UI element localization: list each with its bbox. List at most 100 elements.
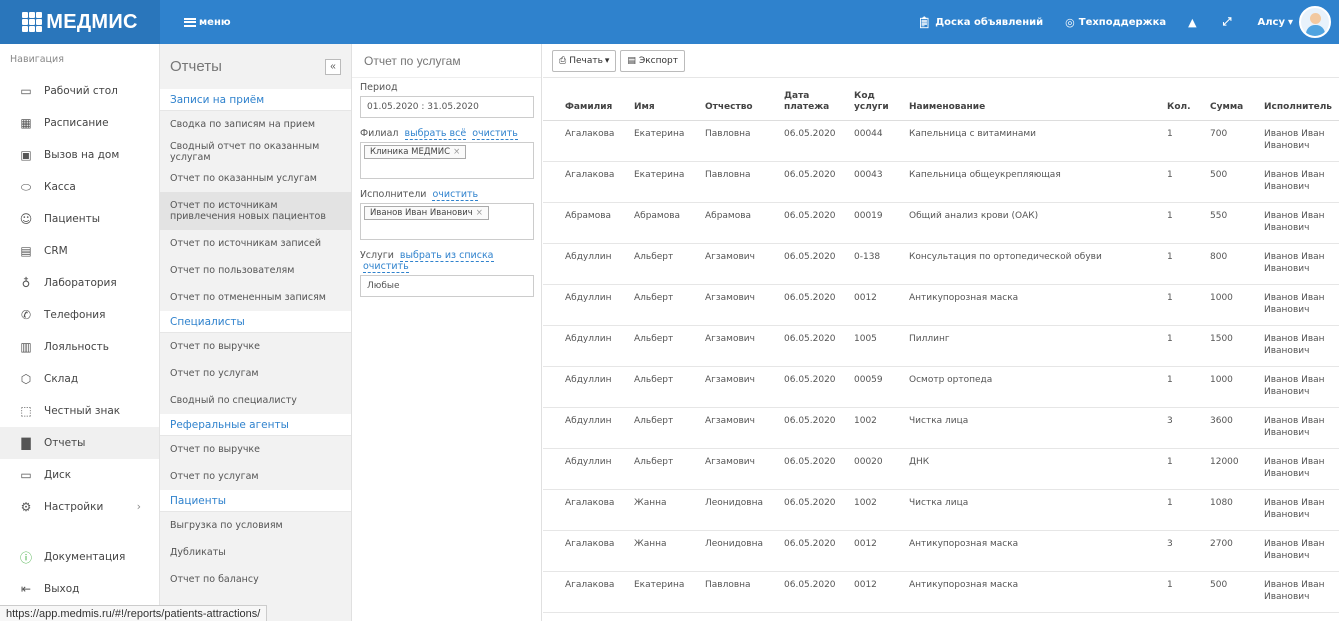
table-row[interactable]: Абдуллин Альберт Агзамович 06.05.2020 00059 О… — [543, 366, 1339, 408]
report-link[interactable]: Сводка по записям на прием — [170, 119, 316, 130]
clear-performers-link[interactable]: очистить — [432, 189, 479, 201]
support-label: Техподдержка — [1078, 16, 1167, 28]
table-row[interactable]: Агалакова Екатерина Павловна 06.05.2020 0004… — [543, 120, 1339, 162]
report-link[interactable]: Отчет по оказанным услугам — [170, 173, 317, 184]
report-link[interactable]: Сводный отчет по оказанным услугам — [170, 140, 320, 163]
column-header[interactable]: Код услуги — [846, 78, 901, 121]
nav-item-lab[interactable]: ♁ Лаборатория — [0, 267, 159, 299]
nav-item-desktop[interactable]: ▭ Рабочий стол — [0, 75, 159, 107]
fullscreen-button[interactable]: ⤢ — [1223, 15, 1236, 29]
table-row[interactable]: Абдуллин Альберт Агзамович 06.05.2020 00020 Д… — [543, 448, 1339, 490]
user-menu[interactable]: Алсу ▾ — [1257, 17, 1293, 28]
branch-label-row: Филиал выбрать всё очистить — [360, 128, 534, 140]
column-header[interactable]: Фамилия — [543, 78, 626, 121]
table-cell: 500 — [1202, 161, 1256, 203]
table-cell: 1005 — [846, 325, 901, 367]
nav-item-logout[interactable]: ⇤ Выход — [0, 573, 159, 605]
report-link[interactable]: Отчет по услугам — [170, 471, 259, 482]
table-row[interactable]: Агалакова Жанна Леонидовна 06.05.2020 0012 Ан… — [543, 530, 1339, 572]
report-link[interactable]: Отчет по балансу — [170, 574, 259, 585]
table-cell: 500 — [1202, 571, 1256, 613]
board-link[interactable]: 📋︎ Доска объявлений — [917, 16, 1043, 29]
table-cell: Абдуллин — [543, 407, 626, 449]
nav-item-honest-mark[interactable]: ⬚ Честный знак — [0, 395, 159, 427]
branch-tag: Клиника МЕДМИС × — [364, 145, 467, 159]
table-cell: 06.05.2020 — [776, 530, 846, 572]
nav-item-crm[interactable]: ▤ CRM — [0, 235, 159, 267]
collapse-button[interactable]: « — [325, 58, 341, 75]
help-icon: ⓘ — [19, 550, 32, 565]
table-row[interactable]: Абдуллин Альберт Агзамович 06.05.2020 0-138 К… — [543, 243, 1339, 285]
clear-branch-link[interactable]: очистить — [472, 128, 518, 140]
column-header[interactable]: Отчество — [697, 78, 776, 121]
column-header[interactable]: Дата платежа — [776, 78, 846, 121]
report-link[interactable]: Отчет по отмененным записям — [170, 292, 326, 303]
report-link[interactable]: Сводный по специалисту — [170, 395, 297, 406]
performers-select[interactable]: Иванов Иван Иванович × — [360, 203, 534, 240]
nav-item-patients[interactable]: ☺ Пациенты — [0, 203, 159, 235]
menu-button[interactable]: меню — [184, 17, 231, 28]
nav-item-cashbox[interactable]: ⬭ Касса — [0, 171, 159, 203]
services-table: Фамилия Имя Отчество Дата платежа Код услуги… — [543, 78, 1339, 613]
avatar[interactable] — [1299, 6, 1331, 38]
nav-item-docs[interactable]: ⓘ Документация — [0, 541, 159, 573]
notifications-button[interactable]: ▲ — [1188, 16, 1200, 29]
table-row[interactable]: Абрамова Абрамова Абрамова 06.05.2020 00019 О… — [543, 202, 1339, 244]
branch-label: Филиал — [360, 128, 399, 139]
period-input[interactable]: 01.05.2020 : 31.05.2020 — [360, 96, 534, 118]
report-link[interactable]: Отчет по источникам записей — [170, 238, 322, 249]
nav-item-loyalty[interactable]: ▥ Лояльность — [0, 331, 159, 363]
column-header[interactable]: Кол. — [1159, 78, 1202, 121]
report-link[interactable]: Выгрузка по условиям — [170, 520, 283, 531]
scan-icon: ⬚ — [20, 404, 32, 418]
column-header[interactable]: Имя — [626, 78, 697, 121]
select-from-list-link[interactable]: выбрать из списка — [399, 250, 494, 262]
export-button[interactable]: ▤ Экспорт — [620, 49, 685, 72]
expand-icon: ⤢ — [1222, 15, 1232, 28]
print-button[interactable]: ⎙ Печать ▾ — [552, 49, 617, 72]
nav-item-disk[interactable]: ▭ Диск — [0, 459, 159, 491]
table-cell: Жанна — [626, 530, 697, 572]
nav-item-schedule[interactable]: ▦ Расписание — [0, 107, 159, 139]
table-cell: Альберт — [626, 284, 697, 326]
brand-logo[interactable]: МЕДМИС — [0, 0, 160, 44]
table-cell: Антикупорозная маска — [901, 571, 1159, 613]
column-header[interactable]: Наименование — [901, 78, 1159, 121]
report-link[interactable]: Отчет по пользователям — [170, 265, 295, 276]
services-input[interactable]: Любые — [360, 275, 534, 297]
table-cell: 00044 — [846, 120, 901, 162]
nav-item-settings[interactable]: ⚙ Настройки › — [0, 491, 159, 523]
select-all-link[interactable]: выбрать всё — [404, 128, 467, 140]
nav-label: Настройки — [44, 501, 104, 513]
table-row[interactable]: Агалакова Екатерина Павловна 06.05.2020 0004… — [543, 161, 1339, 203]
table-cell: Пиллинг — [901, 325, 1159, 367]
table-row[interactable]: Абдуллин Альберт Агзамович 06.05.2020 1005 Пи… — [543, 325, 1339, 367]
branch-select[interactable]: Клиника МЕДМИС × — [360, 142, 534, 179]
column-header[interactable]: Сумма — [1202, 78, 1256, 121]
nav-item-warehouse[interactable]: ⬡ Склад — [0, 363, 159, 395]
printer-icon: ⎙ — [559, 55, 567, 66]
table-row[interactable]: Абдуллин Альберт Агзамович 06.05.2020 0012 Ан… — [543, 284, 1339, 326]
report-link[interactable]: Дубликаты — [170, 547, 226, 558]
column-header[interactable]: Исполнитель — [1256, 78, 1339, 121]
table-row[interactable]: Абдуллин Альберт Агзамович 06.05.2020 1002 Чи… — [543, 407, 1339, 449]
remove-tag-icon[interactable]: × — [453, 147, 461, 157]
report-link[interactable]: Отчет по выручке — [170, 444, 261, 455]
support-link[interactable]: ◎ Техподдержка — [1065, 16, 1166, 29]
report-link-active[interactable]: Отчет по источникам привлечения новых па… — [160, 192, 351, 230]
nav-item-reports[interactable]: ▇ Отчеты — [0, 427, 159, 459]
table-row[interactable]: Агалакова Екатерина Павловна 06.05.2020 0012… — [543, 571, 1339, 613]
nav-item-home-visit[interactable]: ▣ Вызов на дом — [0, 139, 159, 171]
remove-tag-icon[interactable]: × — [475, 208, 483, 218]
table-cell: Леонидовна — [697, 530, 776, 572]
clear-services-link[interactable]: очистить — [363, 261, 409, 273]
table-cell: 0012 — [846, 571, 901, 613]
table-cell: 3 — [1159, 407, 1202, 449]
table-row[interactable]: Агалакова Жанна Леонидовна 06.05.2020 1002 Чи… — [543, 489, 1339, 531]
report-link[interactable]: Отчет по выручке — [170, 341, 261, 352]
table-cell: 3600 — [1202, 407, 1256, 449]
table-cell: Антикупорозная маска — [901, 284, 1159, 326]
table-cell: 1500 — [1202, 325, 1256, 367]
report-link[interactable]: Отчет по услугам — [170, 368, 259, 379]
nav-item-telephony[interactable]: ✆ Телефония — [0, 299, 159, 331]
